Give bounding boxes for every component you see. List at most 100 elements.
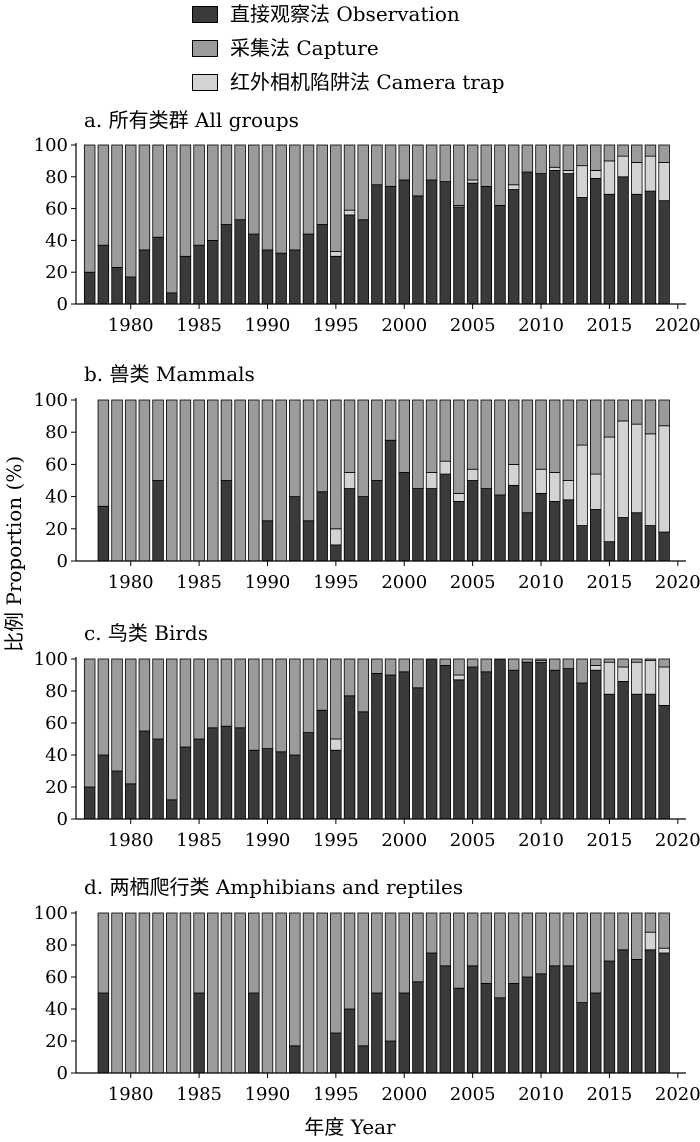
bar-mammals-capture-1982 [152, 399, 164, 481]
bar-birds-observation-2005 [466, 666, 479, 820]
x-tick-label-all-groups-2020: 2020 [655, 315, 700, 336]
bar-mammals-observation-1996 [343, 488, 356, 562]
bar-all-groups-capture-2017 [631, 144, 643, 163]
bar-amphibians-reptiles-capture-2012 [562, 912, 575, 967]
bar-mammals-capture-1997 [357, 399, 369, 497]
bar-birds-capture-2006 [480, 658, 493, 673]
bar-amphibians-reptiles-capture-1981 [138, 912, 151, 1074]
bar-amphibians-reptiles-capture-2008 [507, 912, 520, 984]
bar-amphibians-reptiles-capture-1983 [166, 912, 178, 1074]
bar-birds-capture-2001 [412, 658, 424, 689]
legend-swatch-capture [192, 40, 218, 57]
bar-amphibians-reptiles-capture-1992 [289, 912, 301, 1047]
bar-amphibians-reptiles-observation-1997 [357, 1045, 369, 1074]
bar-all-groups-observation-1989 [248, 233, 260, 305]
bar-birds-capture-2008 [507, 658, 520, 671]
bar-all-groups-capture-1984 [179, 144, 192, 257]
bar-mammals-capture-2019 [658, 399, 670, 427]
bar-birds-capture-1988 [234, 658, 246, 729]
y-tick-label-all-groups-60: 60 [45, 199, 68, 220]
x-tick-label-birds-2005: 2005 [450, 830, 496, 851]
legend-label-observation: 直接观察法 Observation [230, 2, 460, 26]
bar-birds-observation-2000 [398, 671, 410, 820]
bar-birds-capture-2003 [439, 658, 452, 666]
bar-all-groups-observation-1986 [207, 239, 219, 305]
bar-all-groups-capture-1998 [371, 144, 383, 186]
bar-birds-observation-1992 [289, 754, 301, 820]
bar-mammals-capture-2000 [398, 399, 410, 473]
bar-mammals-observation-2018 [644, 525, 657, 562]
bar-mammals-observation-1995 [330, 544, 342, 562]
bar-birds-capture-1995 [330, 658, 342, 740]
bar-mammals-observation-1978 [97, 505, 110, 562]
bar-birds-observation-1993 [302, 732, 315, 820]
bar-birds-capture-2009 [521, 658, 534, 663]
bar-amphibians-reptiles-capture-2007 [494, 912, 506, 999]
bar-mammals-camera-2003 [439, 460, 452, 475]
y-tick-label-mammals-40: 40 [45, 487, 68, 508]
bar-all-groups-observation-2019 [658, 200, 670, 305]
bar-all-groups-capture-2015 [603, 144, 616, 162]
bar-amphibians-reptiles-observation-2009 [521, 976, 534, 1074]
bar-birds-observation-2002 [425, 658, 438, 820]
bar-birds-observation-2014 [590, 669, 602, 820]
bar-all-groups-capture-1991 [275, 144, 287, 254]
bar-mammals-observation-1997 [357, 496, 369, 562]
x-tick-label-all-groups-2000: 2000 [381, 315, 427, 336]
bar-all-groups-camera-2015 [603, 160, 616, 195]
x-tick-label-birds-1985: 1985 [176, 830, 222, 851]
bar-mammals-capture-2018 [644, 399, 657, 435]
bar-amphibians-reptiles-capture-2009 [521, 912, 534, 978]
bar-all-groups-capture-2003 [439, 144, 452, 182]
bar-all-groups-observation-2005 [466, 182, 479, 305]
bar-amphibians-reptiles-observation-2011 [548, 965, 561, 1074]
bar-birds-observation-1997 [357, 711, 369, 820]
x-tick-label-mammals-1985: 1985 [176, 572, 222, 593]
bar-mammals-capture-1994 [316, 399, 328, 493]
bar-birds-capture-1980 [124, 658, 137, 785]
bar-amphibians-reptiles-capture-1979 [111, 912, 123, 1074]
x-tick-label-all-groups-1995: 1995 [313, 315, 359, 336]
bar-amphibians-reptiles-capture-1980 [124, 912, 137, 1074]
bar-all-groups-capture-2000 [398, 144, 410, 181]
bar-mammals-capture-2003 [439, 399, 452, 462]
x-tick-label-birds-1980: 1980 [108, 830, 154, 851]
bar-birds-capture-1986 [207, 658, 219, 729]
bar-birds-observation-2004 [453, 679, 465, 820]
bar-birds-camera-2018 [644, 660, 657, 695]
bar-all-groups-camera-1996 [343, 209, 356, 216]
y-tick-label-all-groups-40: 40 [45, 230, 68, 251]
bar-all-groups-capture-2010 [535, 144, 547, 175]
x-tick-label-birds-2020: 2020 [655, 830, 700, 851]
bar-birds-observation-1994 [316, 709, 328, 820]
bar-all-groups-capture-2016 [617, 144, 629, 157]
bar-all-groups-observation-1995 [330, 255, 342, 305]
bar-all-groups-observation-1982 [152, 236, 164, 305]
bar-all-groups-observation-2011 [548, 170, 561, 305]
y-tick-label-mammals-60: 60 [45, 454, 68, 475]
bar-all-groups-observation-1985 [193, 244, 205, 305]
bar-amphibians-reptiles-capture-2013 [576, 912, 588, 1003]
bar-all-groups-observation-2014 [590, 177, 602, 305]
bar-all-groups-observation-1998 [371, 184, 383, 305]
x-tick-label-amphibians-reptiles-2020: 2020 [655, 1084, 700, 1105]
bar-all-groups-capture-2007 [494, 144, 506, 206]
bar-birds-observation-1978 [97, 754, 110, 820]
bar-birds-observation-1985 [193, 738, 205, 820]
bar-birds-capture-1994 [316, 658, 328, 711]
x-tick-label-amphibians-reptiles-1995: 1995 [313, 1084, 359, 1105]
bar-mammals-capture-2002 [425, 399, 438, 473]
bar-birds-observation-2003 [439, 665, 452, 820]
bar-mammals-camera-2013 [576, 444, 588, 526]
bar-amphibians-reptiles-camera-2019 [658, 947, 670, 954]
bar-mammals-camera-2011 [548, 472, 561, 502]
bar-amphibians-reptiles-capture-1996 [343, 912, 356, 1010]
bar-birds-observation-1984 [179, 746, 192, 820]
bar-all-groups-observation-1978 [97, 244, 110, 305]
bar-birds-capture-1989 [248, 658, 260, 751]
bar-mammals-capture-1989 [248, 399, 260, 562]
bar-birds-capture-2014 [590, 658, 602, 666]
bar-mammals-camera-2010 [535, 468, 547, 494]
bar-mammals-camera-1995 [330, 528, 342, 546]
bar-mammals-observation-2001 [412, 488, 424, 562]
